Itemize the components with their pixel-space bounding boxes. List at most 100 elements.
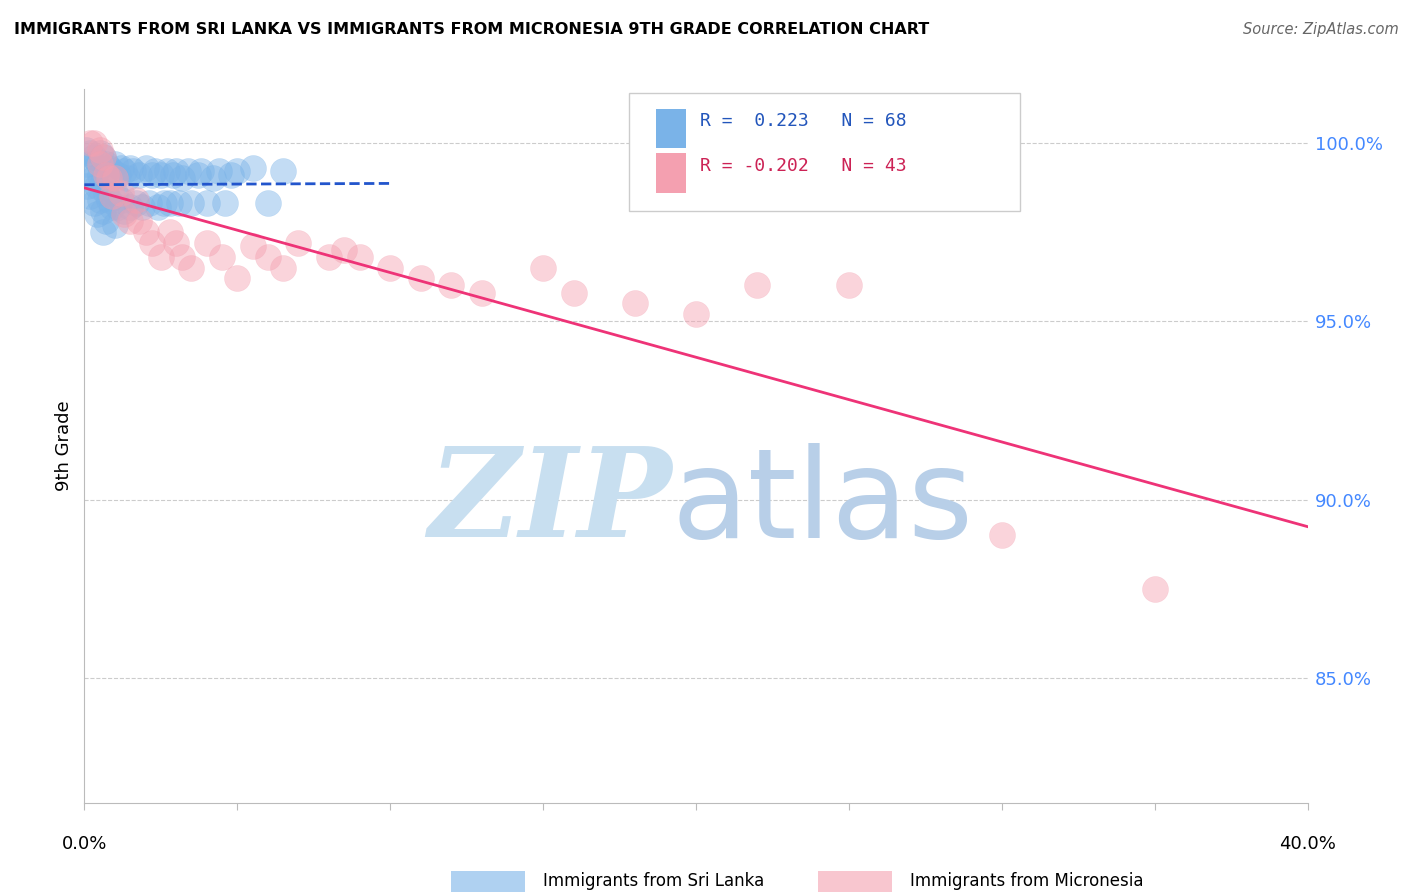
Point (257, 250, 280, 264)
Y-axis label: 9th Grade: 9th Grade (55, 401, 73, 491)
Point (190, 164, 212, 178)
Point (128, 214, 150, 228)
Point (112, 164, 135, 178)
Text: Immigrants from Sri Lanka: Immigrants from Sri Lanka (543, 872, 765, 890)
Point (94, 186, 117, 200)
Point (747, 278, 769, 293)
Point (167, 196, 190, 211)
Point (101, 200, 124, 214)
Point (110, 161, 132, 175)
Point (115, 171, 138, 186)
Point (79, 189, 101, 203)
Point (242, 239, 264, 253)
Point (122, 164, 145, 178)
Point (349, 250, 371, 264)
Point (86, 153, 108, 168)
Point (83, 196, 105, 211)
Point (89, 146, 111, 161)
Point (838, 278, 860, 293)
Point (685, 307, 707, 321)
Point (110, 186, 132, 200)
Point (135, 225, 157, 239)
Text: IMMIGRANTS FROM SRI LANKA VS IMMIGRANTS FROM MICRONESIA 9TH GRADE CORRELATION CH: IMMIGRANTS FROM SRI LANKA VS IMMIGRANTS … (14, 22, 929, 37)
Bar (818, 871, 891, 892)
Point (149, 250, 172, 264)
Point (79, 136, 101, 150)
Point (186, 168, 208, 182)
Point (208, 164, 231, 178)
Bar (655, 153, 686, 193)
Point (440, 278, 463, 293)
Point (91, 175, 114, 189)
Point (104, 171, 127, 186)
Point (271, 260, 294, 275)
Text: R = -0.202   N = 43: R = -0.202 N = 43 (700, 157, 907, 175)
Text: R =  0.223   N = 68: R = 0.223 N = 68 (700, 112, 907, 130)
Point (89, 193, 111, 207)
Point (531, 260, 554, 275)
Point (141, 168, 163, 182)
Point (409, 271, 432, 285)
Point (318, 250, 340, 264)
Point (226, 164, 249, 178)
Point (97, 161, 120, 175)
Point (141, 235, 163, 250)
Point (562, 285, 585, 300)
Point (162, 168, 184, 182)
Point (159, 225, 181, 239)
Point (112, 203, 135, 218)
Point (153, 196, 176, 211)
Point (91, 225, 114, 239)
Point (91, 150, 114, 164)
Point (86, 178, 108, 193)
Point (180, 260, 202, 275)
Point (211, 250, 233, 264)
Text: 0.0%: 0.0% (62, 835, 107, 853)
Point (128, 168, 150, 182)
Point (89, 143, 111, 157)
Point (165, 164, 187, 178)
Text: Immigrants from Micronesia: Immigrants from Micronesia (910, 872, 1143, 890)
Point (110, 193, 132, 207)
Point (104, 157, 127, 171)
Point (86, 207, 108, 221)
Point (131, 200, 153, 214)
Point (91, 203, 114, 218)
Point (94, 157, 117, 171)
Point (107, 168, 129, 182)
Point (120, 214, 142, 228)
Text: ZIP: ZIP (427, 442, 672, 564)
Point (624, 296, 647, 310)
Bar (451, 871, 524, 892)
Point (180, 196, 202, 211)
Point (242, 161, 264, 175)
Point (107, 200, 129, 214)
Point (195, 235, 218, 250)
Point (120, 200, 142, 214)
Point (76, 157, 98, 171)
Point (112, 207, 135, 221)
Point (165, 235, 187, 250)
Point (471, 285, 494, 300)
Point (125, 196, 148, 211)
Point (1143, 582, 1166, 596)
Point (83, 136, 105, 150)
Point (380, 260, 402, 275)
Bar (655, 109, 686, 148)
Point (172, 250, 194, 264)
Point (172, 171, 194, 186)
Point (143, 164, 166, 178)
Point (104, 218, 127, 232)
Point (201, 171, 224, 186)
Text: atlas: atlas (672, 442, 973, 564)
Point (75, 143, 97, 157)
Point (94, 214, 117, 228)
Point (195, 196, 218, 211)
Point (156, 164, 179, 178)
Point (177, 164, 200, 178)
Point (135, 161, 157, 175)
Point (214, 196, 236, 211)
Point (89, 168, 111, 182)
Text: Source: ZipAtlas.com: Source: ZipAtlas.com (1243, 22, 1399, 37)
Point (146, 200, 169, 214)
